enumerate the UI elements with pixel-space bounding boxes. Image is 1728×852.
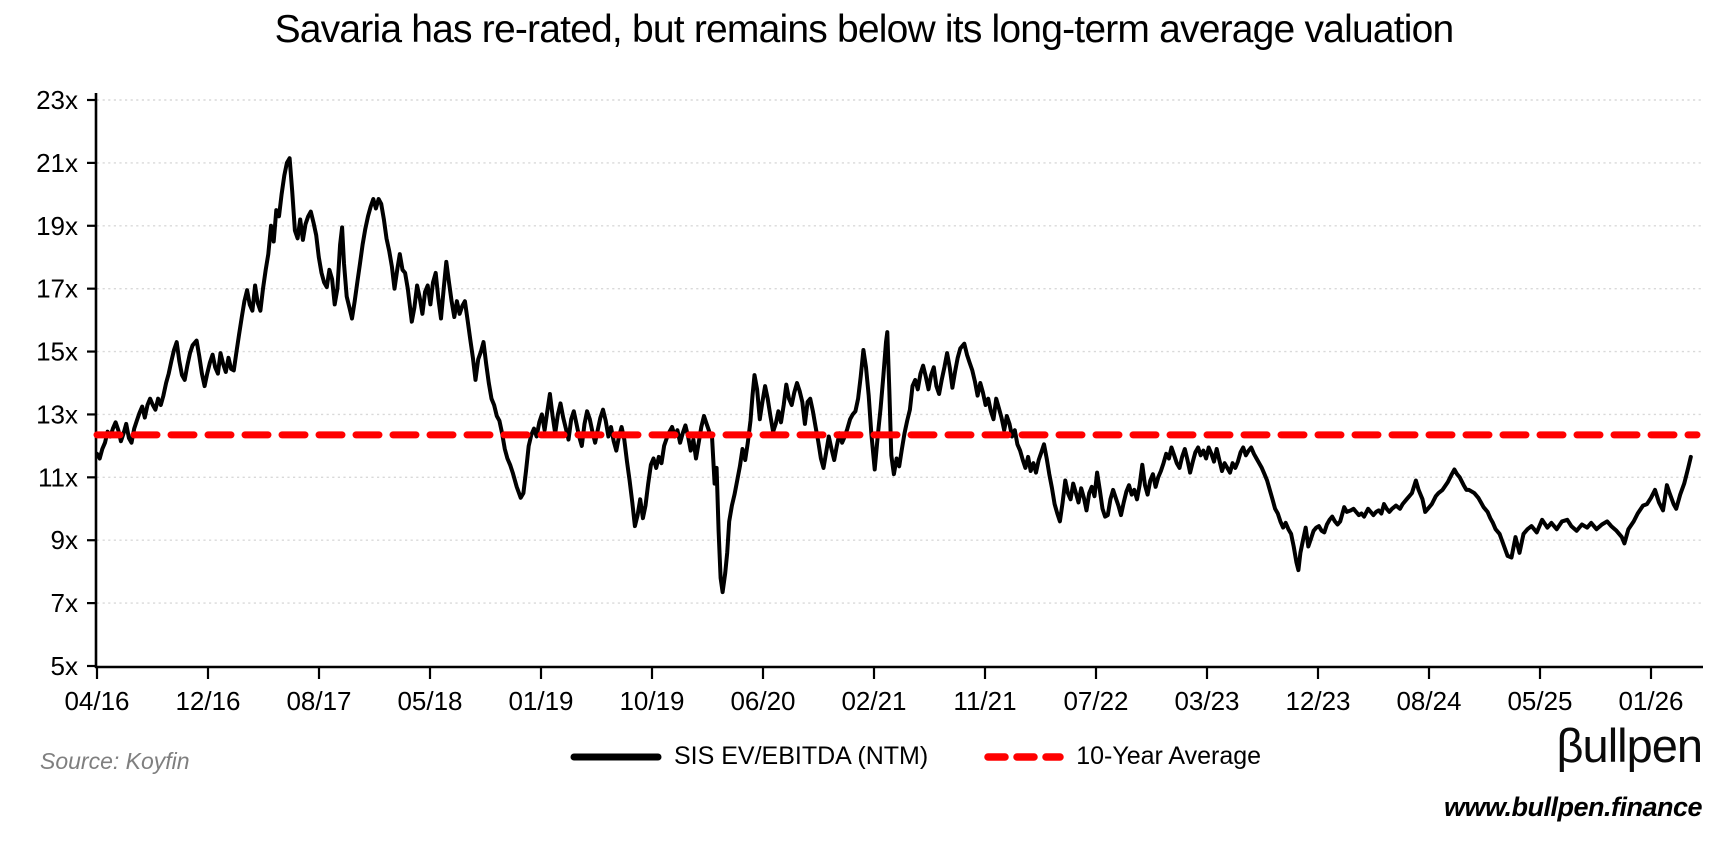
x-tick-label-7: 02/21 bbox=[841, 686, 906, 716]
legend-item-average: 10-Year Average bbox=[982, 742, 1261, 771]
x-tick-label-5: 10/19 bbox=[619, 686, 684, 716]
legend-item-series: SIS EV/EBITDA (NTM) bbox=[570, 742, 928, 771]
solid-line-swatch-icon bbox=[570, 753, 662, 760]
dashed-line-swatch-icon bbox=[984, 752, 1064, 761]
x-tick-label-1: 12/16 bbox=[175, 686, 240, 716]
series-line bbox=[95, 156, 1693, 595]
y-tick-label-7: 7x bbox=[51, 588, 78, 618]
x-tick-label-11: 12/23 bbox=[1285, 686, 1350, 716]
legend-label-series: SIS EV/EBITDA (NTM) bbox=[674, 742, 929, 770]
source-note: Source: Koyfin bbox=[40, 748, 190, 774]
x-tick-label-6: 06/20 bbox=[730, 686, 795, 716]
y-tick-label-23: 23x bbox=[36, 85, 78, 115]
x-tick-label-8: 11/21 bbox=[953, 686, 1016, 716]
y-tick-label-13: 13x bbox=[36, 399, 78, 429]
y-tick-label-9: 9x bbox=[51, 525, 78, 555]
y-tick-label-5: 5x bbox=[51, 651, 78, 681]
y-tick-label-11: 11x bbox=[38, 462, 78, 492]
x-tick-label-13: 05/25 bbox=[1507, 686, 1572, 716]
x-tick-label-4: 01/19 bbox=[508, 686, 573, 716]
x-tick-label-14: 01/26 bbox=[1618, 686, 1683, 716]
x-tick-label-12: 08/24 bbox=[1396, 686, 1461, 716]
x-tick-label-2: 08/17 bbox=[286, 686, 351, 716]
y-tick-label-15: 15x bbox=[36, 337, 78, 367]
brand-url: www.bullpen.finance bbox=[1443, 792, 1703, 822]
legend-label-average: 10-Year Average bbox=[1076, 742, 1262, 770]
brand-logo: βullpen bbox=[1556, 719, 1703, 772]
y-tick-label-21: 21x bbox=[36, 148, 78, 178]
y-tick-label-19: 19x bbox=[36, 211, 78, 241]
y-tick-label-17: 17x bbox=[36, 274, 78, 304]
x-tick-label-0: 04/16 bbox=[64, 686, 129, 716]
x-tick-label-10: 03/23 bbox=[1174, 686, 1239, 716]
x-tick-label-9: 07/22 bbox=[1063, 686, 1128, 716]
x-tick-label-3: 05/18 bbox=[397, 686, 462, 716]
chart-title: Savaria has re-rated, but remains below … bbox=[274, 8, 1455, 51]
legend: SIS EV/EBITDA (NTM) 10-Year Average bbox=[570, 742, 1261, 771]
